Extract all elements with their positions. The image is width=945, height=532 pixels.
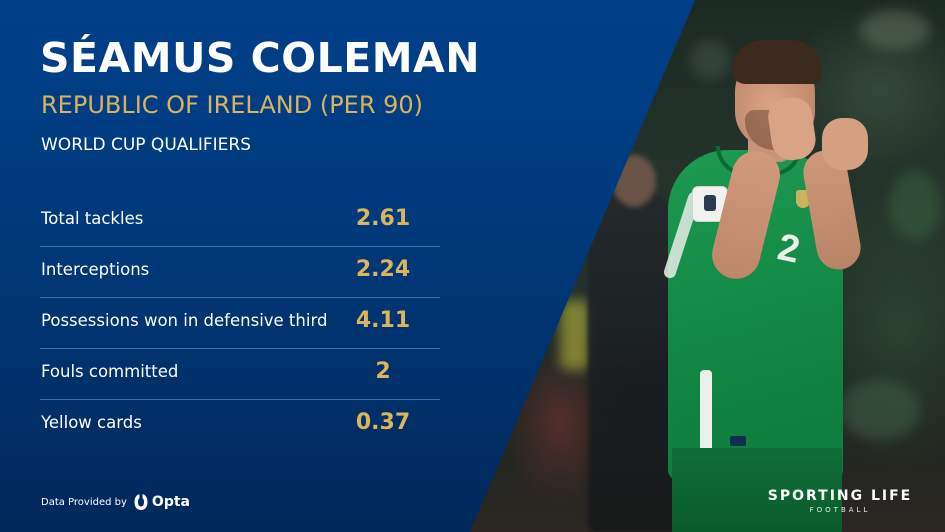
stat-row: Interceptions 2.24 <box>40 247 440 298</box>
data-provided-by-label: Data Provided by <box>41 496 127 508</box>
stat-value: 2 <box>375 359 391 384</box>
stat-label: Interceptions <box>41 260 150 279</box>
stat-label: Possessions won in defensive third <box>41 311 328 330</box>
stat-row: Possessions won in defensive third 4.11 <box>40 298 440 349</box>
stats-table: Total tackles 2.61 Interceptions 2.24 Po… <box>40 196 440 450</box>
data-provider: Data Provided by Opta <box>41 493 190 511</box>
stat-row: Total tackles 2.61 <box>40 196 440 247</box>
player-name: SÉAMUS COLEMAN <box>40 34 481 82</box>
brand-name: SPORTING LIFE <box>767 488 913 504</box>
brand-subtitle: FOOTBALL <box>809 506 871 514</box>
stat-label: Yellow cards <box>41 413 142 432</box>
competition-label: WORLD CUP QUALIFIERS <box>41 135 252 155</box>
stat-value: 2.24 <box>355 257 411 282</box>
opta-logo-icon <box>134 493 148 510</box>
stat-row: Yellow cards 0.37 <box>40 400 440 450</box>
opta-logo: Opta <box>133 493 190 511</box>
stat-label: Total tackles <box>41 209 144 228</box>
stat-row: Fouls committed 2 <box>40 349 440 400</box>
stat-value: 2.61 <box>355 206 411 231</box>
stat-value: 0.37 <box>355 410 411 435</box>
stat-value: 4.11 <box>355 308 411 333</box>
stat-label: Fouls committed <box>41 362 179 381</box>
team-subtitle: REPUBLIC OF IRELAND (PER 90) <box>41 91 424 119</box>
background-person <box>588 190 678 532</box>
sporting-life-logo: SPORTING LIFE FOOTBALL <box>760 488 920 514</box>
opta-name: Opta <box>151 494 190 510</box>
